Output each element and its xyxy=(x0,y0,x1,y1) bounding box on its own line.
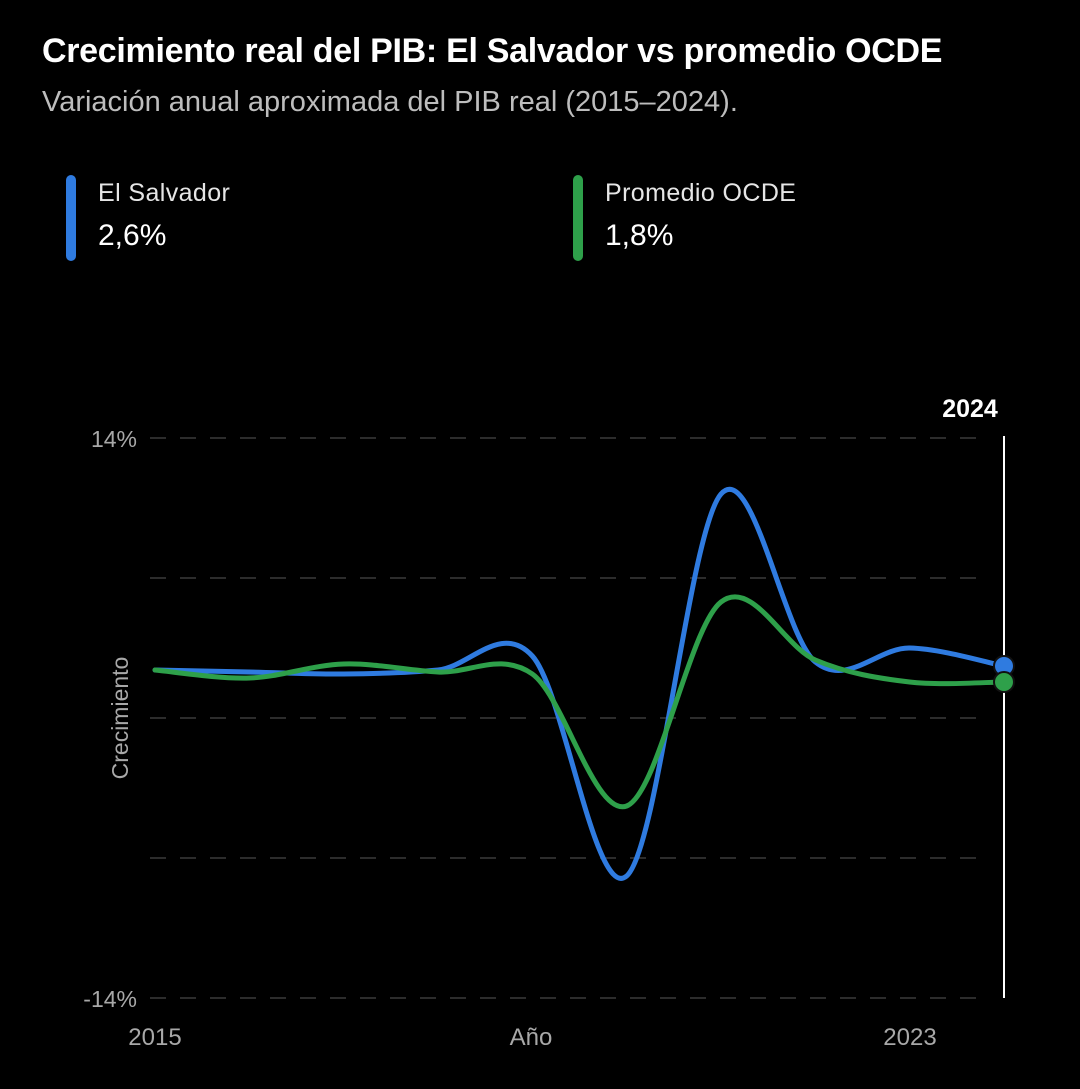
y-tick-label-bottom: -14% xyxy=(83,986,137,1012)
legend-series-value: 1,8% xyxy=(605,219,674,252)
series-lines xyxy=(152,487,1007,881)
x-axis-label: Año xyxy=(510,1024,553,1051)
series-line-promedio-ocde xyxy=(152,594,1007,810)
grid-lines xyxy=(150,437,990,999)
x-tick-label-start: 2015 xyxy=(128,1024,181,1051)
y-tick-label-top: 14% xyxy=(91,426,137,452)
series-end-dots xyxy=(993,655,1015,693)
legend-color-bar xyxy=(66,175,76,261)
legend-series-name: El Salvador xyxy=(98,179,231,207)
chart-subtitle: Variación anual aproximada del PIB real … xyxy=(42,86,738,118)
x-tick-label-end: 2023 xyxy=(883,1024,936,1051)
legend-color-bar xyxy=(573,175,583,261)
chart-title: Crecimiento real del PIB: El Salvador vs… xyxy=(42,32,943,70)
legend-series-value: 2,6% xyxy=(98,219,167,252)
y-axis-label: Crecimiento xyxy=(107,657,133,780)
end-dot-promedio-ocde xyxy=(993,671,1015,693)
highlight-year-label: 2024 xyxy=(942,395,998,423)
legend-series-name: Promedio OCDE xyxy=(605,179,797,207)
series-line-el-salvador xyxy=(152,487,1007,881)
